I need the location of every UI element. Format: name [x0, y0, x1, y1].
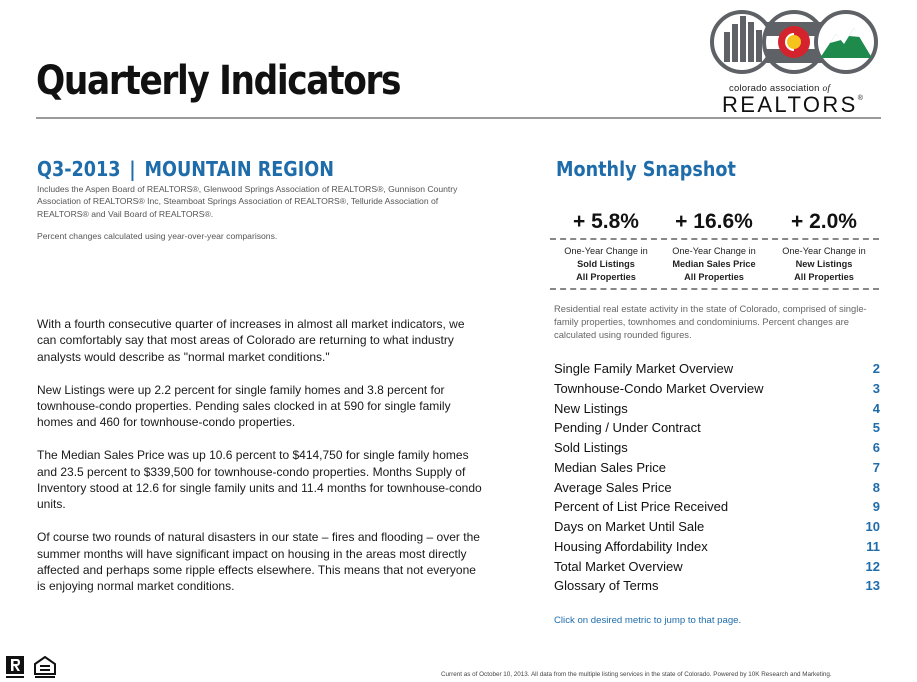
- stat-scope: All Properties: [684, 272, 744, 282]
- commentary-paragraph: With a fourth consecutive quarter of inc…: [37, 317, 465, 364]
- toc-page: 13: [865, 578, 880, 594]
- toc-label: Housing Affordability Index: [554, 538, 708, 554]
- toc-instruction: Click on desired metric to jump to that …: [554, 615, 742, 626]
- toc-page: 7: [872, 459, 880, 475]
- toc-label: Days on Market Until Sale: [554, 519, 705, 534]
- toc-page: 5: [872, 420, 880, 436]
- toc-label: Townhouse-Condo Market Overview: [554, 380, 764, 396]
- stat-caption: One-Year Change in: [672, 246, 756, 256]
- toc-page: 11: [866, 538, 880, 554]
- stat-scope: All Properties: [576, 272, 636, 282]
- region-heading: Q3-2013 | MOUNTAIN REGION: [37, 157, 334, 181]
- logo-registered-mark: ®: [857, 95, 863, 102]
- snapshot-title: Monthly Snapshot: [556, 157, 736, 181]
- stat-value: + 5.8%: [573, 210, 639, 233]
- toc-label: Pending / Under Contract: [554, 420, 701, 436]
- toc-link-average-sales-price[interactable]: Average Sales Price 8: [554, 478, 880, 498]
- logo-org-of: of: [822, 84, 831, 94]
- snapshot-description: Residential real estate activity in the …: [554, 303, 867, 340]
- toc-link-townhouse-condo[interactable]: Townhouse-Condo Market Overview 3: [554, 379, 880, 399]
- toc-label: Percent of List Price Received: [554, 499, 729, 515]
- toc-label: Single Family Market Overview: [554, 361, 734, 376]
- realtor-r-icon: [6, 656, 24, 678]
- footer-note: Current as of October 10, 2013. All data…: [441, 671, 832, 678]
- toc-link-total-market-overview[interactable]: Total Market Overview 12: [554, 557, 880, 577]
- toc-page: 3: [872, 380, 880, 396]
- toc-label: Glossary of Terms: [554, 578, 659, 594]
- logo-wordmark: REALTORS: [722, 92, 858, 117]
- toc-page: 8: [872, 479, 880, 495]
- car-logo: colorado association of REALTORS®: [710, 6, 880, 117]
- snapshot-divider: [550, 238, 879, 240]
- colorado-association-of-realtors-logo-icon: [710, 10, 878, 74]
- region-period: Q3-2013: [37, 157, 121, 181]
- stat-scope: All Properties: [794, 272, 854, 282]
- toc-label: Sold Listings: [554, 440, 628, 455]
- stat-metric: Median Sales Price: [672, 259, 756, 269]
- toc-link-single-family[interactable]: Single Family Market Overview 2: [554, 359, 880, 379]
- toc-page: 6: [872, 440, 880, 455]
- toc-label: Median Sales Price: [554, 459, 666, 475]
- toc-link-median-sales-price[interactable]: Median Sales Price 7: [554, 458, 880, 478]
- toc-label: New Listings: [554, 400, 628, 416]
- commentary-paragraph: New Listings were up 2.2 percent for sin…: [37, 382, 451, 430]
- toc-label: Total Market Overview: [554, 558, 683, 574]
- toc-page: 2: [872, 361, 880, 376]
- percent-note: Percent changes calculated using year-ov…: [37, 231, 278, 241]
- commentary-paragraph: Of course two rounds of natural disaster…: [37, 530, 480, 594]
- header-divider: [36, 117, 881, 119]
- region-name: MOUNTAIN REGION: [144, 157, 334, 181]
- toc-link-new-listings[interactable]: New Listings 4: [554, 399, 880, 419]
- table-of-contents: Single Family Market Overview 2 Townhouse…: [554, 359, 880, 596]
- stat-metric: New Listings: [795, 259, 853, 269]
- toc-link-days-on-market[interactable]: Days on Market Until Sale 10: [554, 517, 880, 537]
- toc-page: 12: [865, 558, 880, 574]
- stat-new-listings: + 2.0% One-Year Change in New Listings A…: [768, 209, 880, 284]
- stat-caption: One-Year Change in: [782, 246, 866, 256]
- toc-label: Average Sales Price: [554, 479, 672, 495]
- boards-note: Includes the Aspen Board of REALTORS®, G…: [37, 184, 458, 219]
- toc-link-percent-of-list-price[interactable]: Percent of List Price Received 9: [554, 497, 880, 517]
- commentary-paragraph: The Median Sales Price was up 10.6 perce…: [37, 448, 482, 512]
- commentary: With a fourth consecutive quarter of inc…: [37, 316, 483, 611]
- toc-link-pending[interactable]: Pending / Under Contract 5: [554, 418, 880, 438]
- equal-housing-icon: [34, 655, 56, 678]
- stat-metric: Sold Listings: [577, 259, 635, 269]
- toc-page: 9: [872, 499, 880, 515]
- footer-icons: [6, 655, 62, 682]
- stat-sold-listings: + 5.8% One-Year Change in Sold Listings …: [550, 209, 662, 284]
- toc-link-glossary[interactable]: Glossary of Terms 13: [554, 576, 880, 596]
- region-separator: |: [129, 157, 136, 181]
- snapshot-divider: [550, 288, 879, 290]
- stat-caption: One-Year Change in: [564, 246, 648, 256]
- toc-page: 10: [865, 519, 880, 534]
- stat-median-sales-price: + 16.6% One-Year Change in Median Sales …: [658, 209, 770, 284]
- toc-page: 4: [872, 400, 880, 416]
- toc-link-housing-affordability[interactable]: Housing Affordability Index 11: [554, 537, 880, 557]
- page-title: Quarterly Indicators: [36, 58, 402, 104]
- toc-link-sold-listings[interactable]: Sold Listings 6: [554, 438, 880, 458]
- stat-value: + 2.0%: [791, 210, 857, 233]
- logo-org-text: colorado association: [729, 83, 823, 94]
- stat-value: + 16.6%: [675, 210, 753, 233]
